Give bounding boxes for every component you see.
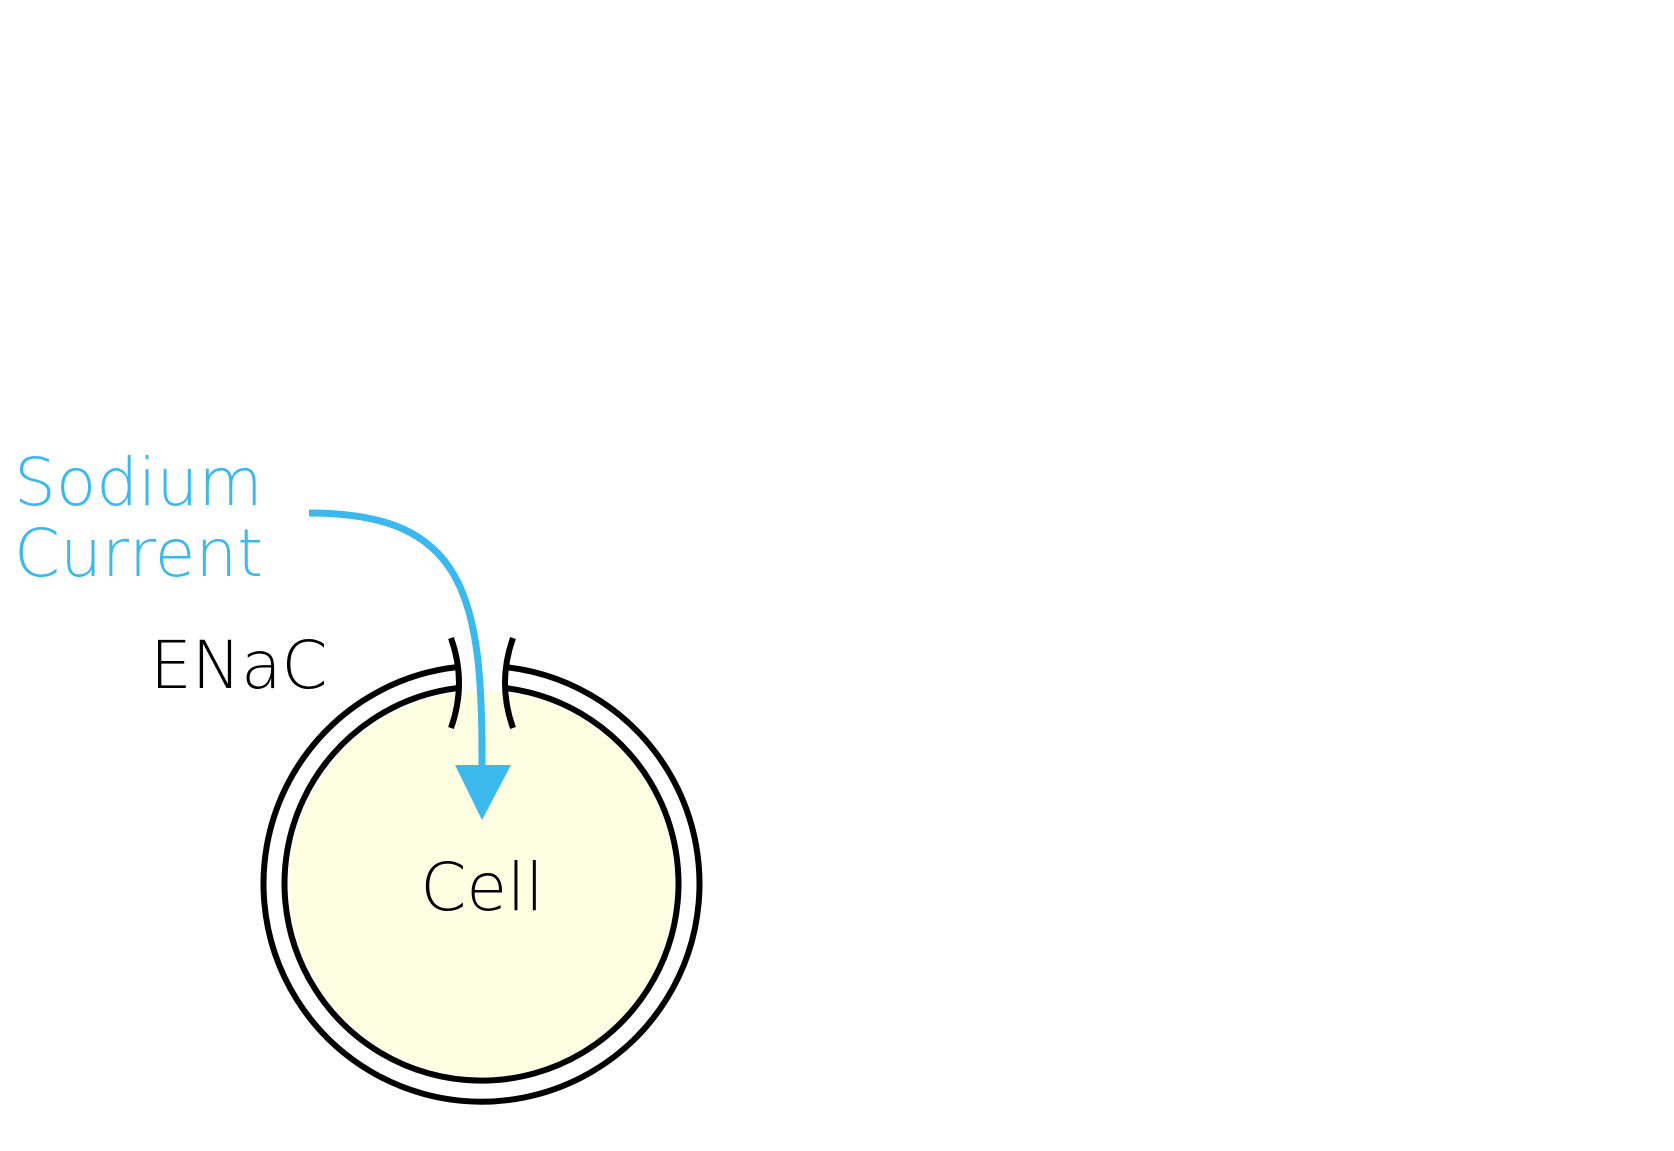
enac-channel-right — [502, 636, 516, 730]
enac-label: ENaC — [150, 627, 328, 704]
sodium-current-arrowhead — [455, 765, 511, 820]
outer-membrane — [260, 664, 703, 1105]
sodium-current-label: Sodium — [14, 444, 263, 521]
cell-label: Cell — [420, 849, 543, 926]
sodium-current-arrow — [308, 509, 486, 769]
enac-channel-left — [448, 636, 462, 730]
inner-membrane — [281, 685, 682, 1084]
cell-body — [289, 691, 675, 1077]
sodium-current-label-line2: Current — [14, 515, 263, 592]
